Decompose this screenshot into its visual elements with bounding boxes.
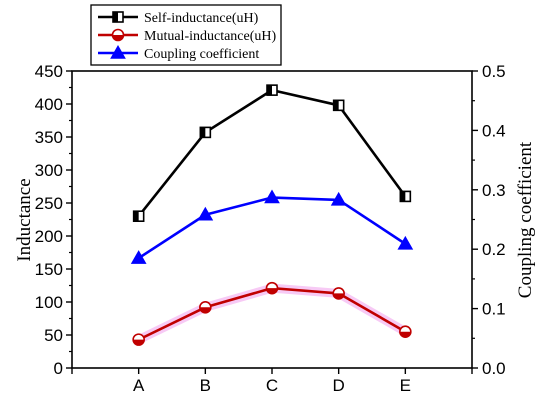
right-axis: 0.0 0.1 0.2 0.3 0.4 0.5 (472, 62, 506, 378)
x-tick-label: C (266, 376, 278, 395)
series-2-point-fill (266, 288, 278, 294)
y-axis-title-right: Coupling coefficient (515, 141, 536, 298)
x-tick-label: A (133, 376, 145, 395)
y-tick-label-left: 200 (35, 227, 63, 246)
series-1-point-fill (400, 191, 406, 202)
series-3-point (397, 235, 414, 250)
series-3 (130, 189, 414, 264)
y-tick-label-left: 100 (35, 293, 63, 312)
y-tick-label-left: 350 (35, 128, 63, 147)
series-3-point (330, 191, 347, 206)
y-tick-label-left: 0 (54, 359, 63, 378)
legend-marker-2-fill (112, 35, 124, 41)
x-tick-label: E (400, 376, 411, 395)
series-2-halo (136, 283, 408, 344)
series-2 (132, 281, 412, 346)
y-tick-label-right: 0.0 (482, 359, 506, 378)
legend-marker-3 (110, 44, 126, 59)
series-3-point (264, 189, 280, 204)
y-tick-label-right: 0.5 (482, 62, 506, 81)
y-axis-title-left: Inductance (14, 178, 35, 261)
series-2-point-fill (399, 331, 411, 338)
legend: Self-inductance(uH) Mutual-inductance(uH)… (90, 4, 282, 66)
legend-label-1: Self-inductance(uH) (144, 11, 259, 26)
legend-marker-1-fill (113, 12, 118, 22)
y-tick-label-left: 150 (35, 260, 63, 279)
y-tick-label-left: 450 (35, 62, 63, 81)
series-1 (132, 84, 412, 222)
y-tick-label-right: 0.3 (482, 181, 506, 200)
y-tick-label-left: 250 (35, 194, 63, 213)
plot-frame (71, 70, 473, 369)
series-2-point-fill (133, 339, 145, 346)
legend-label-3: Coupling coefficient (144, 47, 259, 62)
series-1-point-fill (133, 211, 139, 222)
series-3-line (137, 196, 407, 260)
x-tick-label: D (333, 376, 345, 395)
y-tick-label-right: 0.4 (482, 121, 506, 140)
left-axis: 0 50 100 150 200 250 300 350 400 450 (35, 62, 72, 378)
y-tick-label-right: 0.2 (482, 240, 506, 259)
series-1-point-fill (333, 100, 339, 111)
y-tick-label-left: 300 (35, 161, 63, 180)
series-2-point-fill (199, 307, 211, 313)
series-1-point-fill (267, 85, 272, 96)
series-3-point (130, 250, 147, 264)
y-tick-label-left: 400 (35, 95, 63, 114)
y-tick-label-left: 50 (44, 326, 63, 345)
series-1-point-fill (200, 127, 206, 138)
series-2-point-fill (333, 293, 345, 299)
y-tick-label-right: 0.1 (482, 300, 506, 319)
legend-label-2: Mutual-inductance(uH) (144, 29, 277, 44)
x-axis: A B C D E (71, 368, 473, 395)
series-layer (130, 84, 414, 346)
x-tick-label: B (200, 376, 211, 395)
plot-border (71, 70, 473, 369)
series-3-point (197, 206, 214, 221)
